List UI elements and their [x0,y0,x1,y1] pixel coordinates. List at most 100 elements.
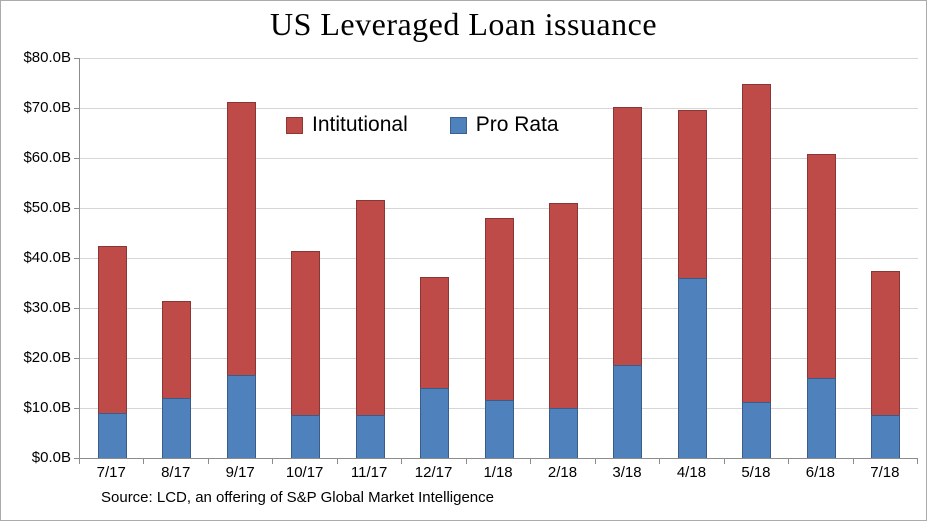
bar-7/17 [97,245,127,458]
segment-pro-rata [806,378,836,458]
bar-7/18 [871,270,901,458]
bar-5/18 [742,84,772,458]
x-axis-label: 6/18 [805,464,835,481]
bar-slot [725,58,789,458]
x-axis-label: 3/18 [612,464,642,481]
segment-intitutional [549,203,579,408]
y-axis-label: $20.0B [23,349,71,366]
bar-slot [660,58,724,458]
x-axis-label: 7/18 [870,464,900,481]
chart-title: US Leveraged Loan issuance [269,6,658,42]
segment-intitutional [420,276,450,388]
bar-slot [144,58,208,458]
x-axis-tick [594,459,596,464]
y-axis-tick [74,358,79,359]
bar-2/18 [549,203,579,458]
bar-slot [273,58,337,458]
y-axis-tick [74,158,79,159]
x-axis-label: 4/18 [676,464,707,481]
bar-slot [789,58,853,458]
segment-intitutional [226,101,256,375]
x-axis-label: 11/17 [350,464,388,481]
x-axis-tick [272,459,274,464]
x-axis-labels: 7/17 8/17 9/17 10/17 11/17 12/17 1/18 2/18 3/18 4… [79,464,917,481]
segment-pro-rata [613,364,643,458]
gridline [80,158,918,159]
segment-intitutional [742,84,772,402]
bar-slot [531,58,595,458]
y-axis-tick [74,408,79,409]
segment-intitutional [162,300,192,398]
x-axis-label: 1/18 [483,464,513,481]
x-axis-label: 5/18 [741,464,771,481]
bar-6/18 [806,154,836,458]
y-axis-label: $70.0B [23,99,71,116]
bar-slot [80,58,144,458]
y-axis-tick [74,458,79,459]
segment-intitutional [806,154,836,378]
segment-pro-rata [97,413,127,458]
bar-12/17 [420,276,450,458]
y-axis-label: $40.0B [23,249,71,266]
segment-pro-rata [484,399,514,458]
segment-intitutional [291,250,321,415]
x-axis-label: 7/17 [96,464,126,481]
x-axis-tick [336,459,338,464]
y-axis-label: $60.0B [23,149,71,166]
gridline [80,58,918,59]
y-axis-tick [74,308,79,309]
segment-pro-rata [742,401,772,458]
segment-pro-rata [355,414,385,458]
bar-8/17 [162,300,192,458]
intitutional-color-swatch [286,116,303,134]
y-axis-label: $0.0B [31,449,71,466]
bar-slot [467,58,531,458]
legend-label-intitutional: Intitutional [312,113,408,136]
x-axis-label: 9/17 [225,464,255,481]
segment-pro-rata [420,388,450,458]
plot-area [79,58,918,459]
bar-slot [596,58,660,458]
y-axis-tick [74,58,79,59]
y-axis-label: $50.0B [23,199,71,216]
x-axis-tick [917,459,918,464]
segment-pro-rata [677,278,707,458]
y-axis-label: $10.0B [23,399,71,416]
segment-intitutional [97,245,127,413]
bar-9/17 [226,101,256,458]
bar-3/18 [613,106,643,458]
segment-pro-rata [871,414,901,458]
legend-label-pro-rata: Pro Rata [475,113,559,136]
x-axis-tick [788,459,790,464]
x-axis-tick [79,459,80,464]
legend-item-pro-rata: Pro Rata [449,113,559,137]
x-axis-tick [401,459,403,464]
y-axis-label: $80.0B [23,49,71,66]
source-note: Source: LCD, an offering of S&P Global M… [101,489,494,506]
x-axis-label: 8/17 [161,464,191,481]
x-axis-label: 10/17 [285,464,324,481]
x-axis-tick [852,459,854,464]
segment-pro-rata [162,398,192,458]
bar-slot [338,58,402,458]
segment-intitutional [677,109,707,278]
legend: Intitutional Pro Rata [286,113,559,137]
gridline [80,208,918,209]
x-axis-tick [530,459,532,464]
x-axis-tick [659,459,661,464]
pro-rata-color-swatch [449,116,467,134]
segment-intitutional [355,199,385,415]
bar-slot [854,58,918,458]
segment-intitutional [613,106,643,365]
segment-pro-rata [226,374,256,458]
x-axis-tick [723,459,725,464]
x-axis-tick [465,459,467,464]
legend-item-intitutional: Intitutional [286,113,408,137]
bar-slot [402,58,466,458]
x-axis-label: 12/17 [414,464,453,481]
segment-pro-rata [549,408,579,458]
bar-1/18 [484,218,514,458]
y-axis-label: $30.0B [23,299,71,316]
bar-4/18 [677,109,707,458]
